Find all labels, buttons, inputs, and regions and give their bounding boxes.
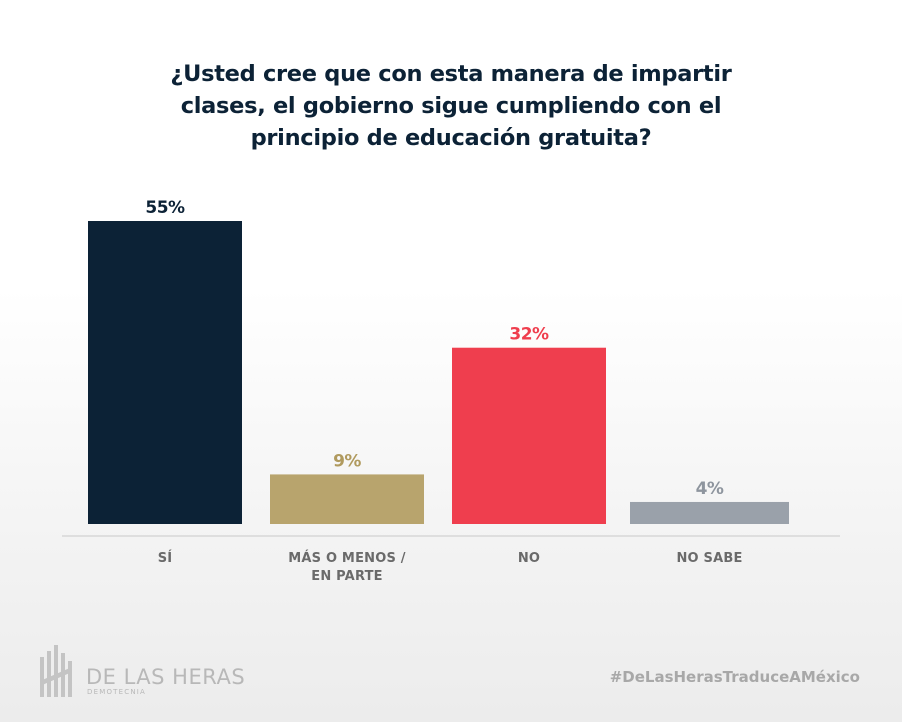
- brand-name: DE LAS HERAS: [86, 665, 246, 689]
- value-label-3: 4%: [696, 479, 724, 499]
- category-label-1-line-0: MÁS O MENOS /: [288, 550, 406, 566]
- bars-group: 55% SÍ 9% MÁS O MENOS / EN PARTE 32% NO 4% NO SA…: [88, 198, 789, 584]
- category-label-3: NO SABE: [676, 551, 742, 566]
- chart-title: ¿Usted cree que con esta manera de impar…: [0, 58, 902, 154]
- chart-title-line-1: ¿Usted cree que con esta manera de impar…: [170, 61, 732, 87]
- value-label-2: 32%: [509, 325, 549, 345]
- value-label-0: 55%: [145, 198, 185, 218]
- bar-chart: 55% SÍ 9% MÁS O MENOS / EN PARTE 32% NO 4% NO SA…: [62, 198, 840, 584]
- bar-3: [630, 501, 789, 524]
- brand-subtitle: DEMOTECNIA: [87, 688, 147, 696]
- bar-1: [270, 474, 424, 524]
- category-label-1-line-1: EN PARTE: [311, 569, 382, 584]
- building-logo-icon: [40, 645, 72, 697]
- bar-0: [88, 221, 242, 524]
- value-label-1: 9%: [333, 451, 361, 471]
- category-label-2: NO: [518, 551, 540, 566]
- chart-title-line-2: clases, el gobierno sigue cumpliendo con…: [180, 93, 722, 119]
- category-label-0: SÍ: [158, 550, 173, 566]
- chart-title-line-3: principio de educación gratuita?: [250, 125, 652, 151]
- bar-2: [452, 347, 606, 524]
- hashtag: #DeLasHerasTraduceAMéxico: [609, 668, 860, 686]
